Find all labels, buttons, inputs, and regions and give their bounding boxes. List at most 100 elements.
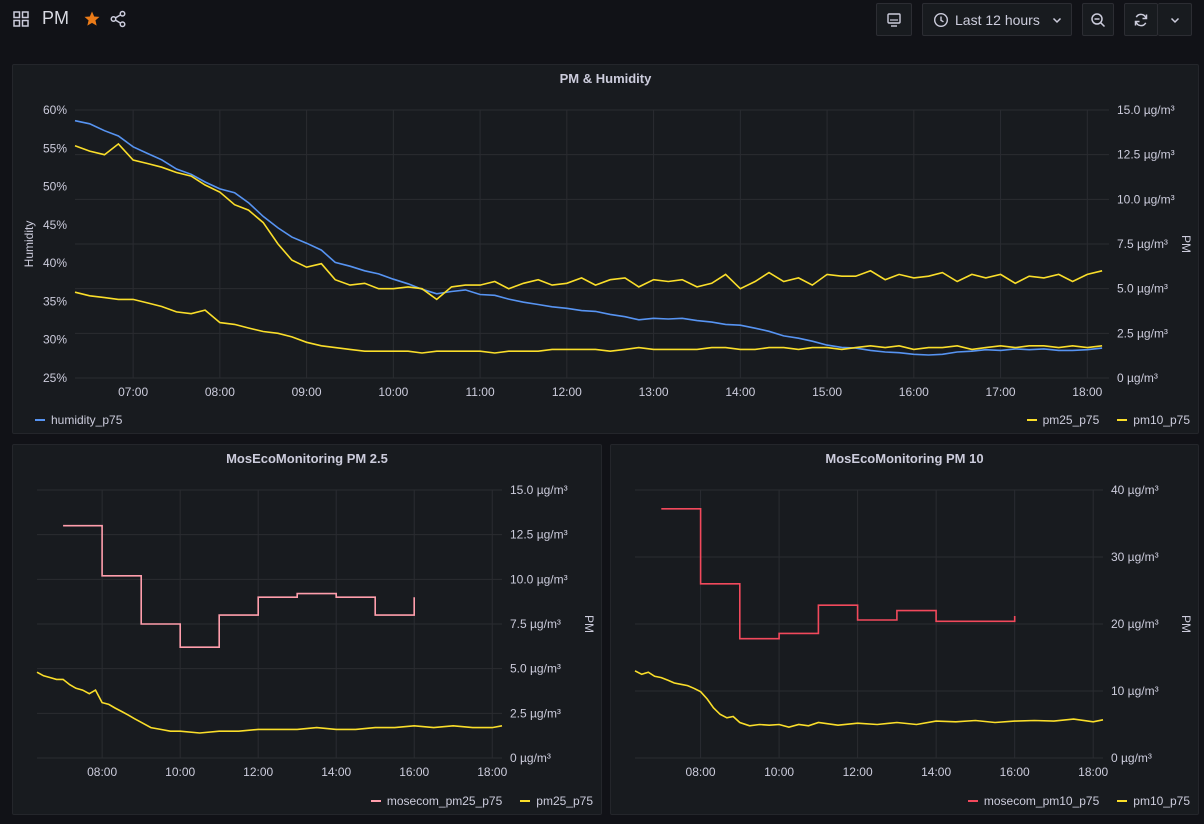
y-tick-label: 30% — [43, 333, 67, 347]
y-tick-label: 60% — [43, 103, 67, 117]
panel-pm-humidity[interactable]: PM & Humidity 0 µg/m³ 2.5 µg/m³ 5.0 µg/m³ 7… — [12, 64, 1199, 434]
legend-label: pm10_p75 — [1133, 413, 1190, 427]
x-tick-label: 11:00 — [466, 385, 495, 399]
legend-right: pm25_p75 pm10_p75 — [1026, 413, 1190, 427]
panel-title[interactable]: MosEcoMonitoring PM 10 — [825, 451, 984, 466]
legend-label: pm25_p75 — [536, 794, 593, 808]
panel-title[interactable]: PM & Humidity — [559, 71, 652, 86]
dashboard-title-group: PM — [12, 8, 127, 29]
x-tick-label: 10:00 — [378, 385, 408, 399]
y2-tick-label: 15.0 µg/m³ — [510, 483, 568, 497]
legend-swatch — [520, 800, 531, 802]
legend-label: pm10_p75 — [1133, 794, 1190, 808]
y2-tick-label: 30 µg/m³ — [1111, 550, 1159, 564]
x-tick-label: 10:00 — [764, 765, 794, 779]
legend-item[interactable]: pm10_p75 — [1117, 794, 1190, 808]
refresh-interval-dropdown[interactable] — [1158, 3, 1192, 36]
dashboard-topbar: PM — [0, 0, 1204, 40]
y2-tick-label: 7.5 µg/m³ — [1117, 237, 1168, 251]
series-line-pm10-p75[interactable] — [634, 670, 1104, 729]
legend-swatch — [35, 419, 45, 421]
x-tick-label: 14:00 — [321, 765, 351, 779]
legend-item[interactable]: mosecom_pm10_p75 — [967, 794, 1100, 808]
y2-tick-label: 10.0 µg/m³ — [1117, 192, 1175, 206]
refresh-button[interactable] — [1124, 3, 1158, 36]
legend-left: humidity_p75 — [35, 413, 122, 427]
x-tick-label: 16:00 — [399, 765, 429, 779]
series-line-pm25-p75[interactable] — [74, 291, 1103, 354]
series-line-mosecom-pm25-p75[interactable] — [63, 524, 415, 648]
legend-item[interactable]: humidity_p75 — [35, 413, 122, 427]
y2-tick-label: 0 µg/m³ — [1117, 371, 1158, 385]
series-line-humidity-p75[interactable] — [74, 119, 1103, 356]
y-tick-label: 45% — [43, 218, 67, 232]
y2-tick-label: 0 µg/m³ — [1111, 751, 1152, 765]
y2-tick-label: 40 µg/m³ — [1111, 483, 1159, 497]
x-tick-label: 12:00 — [243, 765, 273, 779]
share-icon[interactable] — [109, 10, 127, 28]
y2-axis-label: PM — [1179, 235, 1193, 253]
star-icon[interactable] — [83, 10, 101, 28]
x-tick-label: 13:00 — [639, 385, 669, 399]
y2-tick-label: 5.0 µg/m³ — [510, 662, 561, 676]
legend-label: humidity_p75 — [51, 413, 123, 427]
legend-item[interactable]: pm25_p75 — [1026, 413, 1100, 427]
time-range-label: Last 12 hours — [955, 11, 1040, 28]
series-line-pm10-p75[interactable] — [74, 142, 1103, 301]
x-tick-label: 09:00 — [292, 385, 322, 399]
legend-swatch — [370, 800, 381, 802]
legend-item[interactable]: pm25_p75 — [520, 794, 593, 808]
panel-title[interactable]: MosEcoMonitoring PM 2.5 — [226, 451, 388, 466]
chevron-down-icon — [1052, 17, 1062, 23]
x-tick-label: 18:00 — [477, 765, 507, 779]
y-tick-label: 55% — [43, 141, 67, 155]
y2-tick-label: 0 µg/m³ — [510, 751, 551, 765]
y2-tick-label: 5.0 µg/m³ — [1117, 282, 1168, 296]
grid — [75, 109, 1109, 379]
grid — [37, 489, 502, 759]
y2-tick-label: 2.5 µg/m³ — [1117, 326, 1168, 340]
x-tick-label: 07:00 — [118, 385, 148, 399]
y-tick-label: 35% — [43, 294, 67, 308]
x-tick-label: 14:00 — [725, 385, 755, 399]
legend-label: pm25_p75 — [1042, 413, 1100, 427]
tv-mode-button[interactable] — [876, 3, 912, 36]
y2-tick-label: 12.5 µg/m³ — [510, 528, 568, 542]
y2-tick-label: 12.5 µg/m³ — [1117, 148, 1175, 162]
legend-label: mosecom_pm10_p75 — [983, 794, 1100, 808]
mosecom-pm10-chart[interactable]: 0 µg/m³ 10 µg/m³ 20 µg/m³ 30 µg/m³ 40 µg/m³ 0… — [611, 445, 1200, 816]
panel-mosecom-pm10[interactable]: MosEcoMonitoring PM 10 0 µg/m³ 10 µg/m³ 20… — [610, 444, 1199, 815]
time-range-picker[interactable]: Last 12 hours — [922, 3, 1072, 36]
x-tick-label: 15:00 — [812, 385, 842, 399]
dashboards-grid-icon[interactable] — [12, 10, 30, 28]
zoom-out-button[interactable] — [1082, 3, 1114, 36]
mosecom-pm25-chart[interactable]: 0 µg/m³ 2.5 µg/m³ 5.0 µg/m³ 7.5 µg/m³ 10.0 µ… — [13, 445, 603, 816]
chevron-down-icon — [1170, 17, 1179, 23]
y-tick-label: 25% — [43, 371, 67, 385]
legend-item[interactable]: mosecom_pm25_p75 — [370, 794, 502, 808]
pm-humidity-chart[interactable]: 0 µg/m³ 2.5 µg/m³ 5.0 µg/m³ 7.5 µg/m³ 10.0 µ… — [13, 65, 1200, 435]
y2-tick-label: 7.5 µg/m³ — [510, 617, 561, 631]
monitor-icon — [887, 12, 901, 27]
dashboard-title[interactable]: PM — [42, 8, 69, 28]
y2-tick-label: 20 µg/m³ — [1111, 617, 1159, 631]
grid — [635, 489, 1103, 759]
legend-swatch — [967, 800, 978, 802]
y2-axis-label: PM — [1179, 615, 1193, 633]
legend-right: mosecom_pm25_p75 pm25_p75 — [370, 794, 593, 808]
y2-tick-label: 2.5 µg/m³ — [510, 706, 561, 720]
series-line-mosecom-pm10-p75[interactable] — [661, 508, 1016, 640]
series-line-pm25-p75[interactable] — [36, 671, 503, 734]
legend-swatch — [1117, 800, 1128, 802]
x-tick-label: 08:00 — [87, 765, 117, 779]
panel-mosecom-pm25[interactable]: MosEcoMonitoring PM 2.5 0 µg/m³ 2.5 µg/m³… — [12, 444, 602, 815]
y2-tick-label: 10.0 µg/m³ — [510, 572, 568, 586]
x-tick-label: 12:00 — [552, 385, 582, 399]
legend-item[interactable]: pm10_p75 — [1117, 413, 1190, 427]
clock-icon — [933, 12, 949, 27]
y-axis-label: Humidity — [22, 221, 36, 268]
x-tick-label: 18:00 — [1072, 385, 1102, 399]
x-tick-label: 08:00 — [686, 765, 716, 779]
x-tick-label: 16:00 — [1000, 765, 1030, 779]
zoom-out-icon — [1091, 12, 1106, 27]
